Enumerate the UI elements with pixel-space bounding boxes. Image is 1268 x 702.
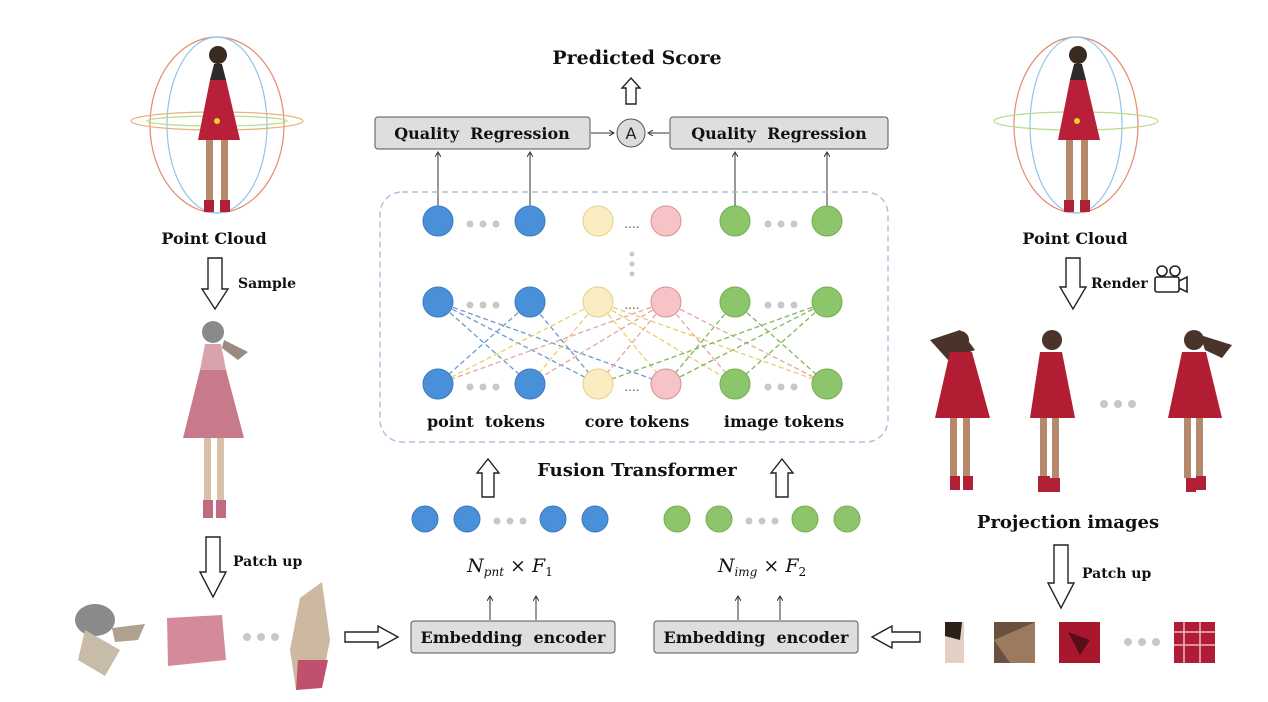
- render-down-arrow: [1058, 257, 1088, 311]
- patch-up-right-down-arrow: [1046, 544, 1076, 610]
- aggregator-symbol: A: [626, 124, 637, 143]
- core-token: [650, 286, 682, 318]
- ellipsis-dot: [790, 220, 798, 228]
- point-tokens-label: point tokens: [427, 412, 545, 431]
- left-embedding-encoder-box: [410, 620, 616, 654]
- image-token: [719, 205, 751, 237]
- core-token: [650, 368, 682, 400]
- ellipsis-dot: [466, 383, 474, 391]
- right-patches-to-encoder-arrow: [870, 624, 921, 650]
- left-into-fusion-arrow: [475, 457, 501, 498]
- sample-label: Sample: [238, 276, 296, 292]
- ellipsis-dot: [479, 383, 487, 391]
- ellipsis-dot: [492, 383, 500, 391]
- token-row-top: [422, 205, 843, 237]
- ellipsis-dot: [790, 383, 798, 391]
- vertical-ellipsis: [629, 251, 635, 277]
- left-patches-to-encoder-arrow: [344, 624, 400, 650]
- left-embedding-encoder-label: Embedding encoder: [421, 628, 607, 647]
- ellipsis-dot: [777, 301, 785, 309]
- core-token: [650, 205, 682, 237]
- point-token: [422, 205, 454, 237]
- ellipsis-dot: [466, 301, 474, 309]
- projection-images: [930, 330, 1232, 492]
- point-token: [422, 368, 454, 400]
- image-tokens-label: image tokens: [724, 412, 844, 431]
- core-token: [582, 368, 614, 400]
- sampled-point-cloud-figure: [183, 321, 248, 518]
- attention-lines: [437, 301, 828, 385]
- core-ellipsis-middle: ....: [624, 298, 639, 312]
- ellipsis-dot: [764, 383, 772, 391]
- ellipsis-dot: [764, 220, 772, 228]
- right-point-cloud-label: Point Cloud: [1022, 229, 1127, 248]
- point-token: [422, 286, 454, 318]
- sample-down-arrow: [200, 257, 230, 311]
- right-patch-up-label: Patch up: [1082, 566, 1151, 582]
- point-patches: [75, 582, 330, 690]
- left-quality-regression-box: [374, 116, 591, 150]
- ellipsis-dot: [492, 220, 500, 228]
- left-quality-regression-label: Quality Regression: [394, 124, 570, 143]
- left-patch-up-label: Patch up: [233, 554, 302, 570]
- image-token: [719, 368, 751, 400]
- projection-image: [1168, 330, 1232, 492]
- ellipsis-dot: [479, 301, 487, 309]
- point-token: [514, 205, 546, 237]
- score-up-arrow: [620, 76, 642, 105]
- ellipsis-dot: [790, 301, 798, 309]
- ellipsis-dot: [479, 220, 487, 228]
- image-token: [811, 368, 843, 400]
- ellipsis-dot: [492, 301, 500, 309]
- fusion-transformer-title: Fusion Transformer: [537, 460, 737, 481]
- patch-up-left-down-arrow: [198, 536, 228, 599]
- right-embedding-encoder-label: Embedding encoder: [664, 628, 850, 647]
- right-quality-regression-label: Quality Regression: [691, 124, 867, 143]
- ellipsis-dot: [764, 301, 772, 309]
- core-tokens-label: core tokens: [585, 412, 690, 431]
- right-point-cloud-figure: [993, 36, 1159, 214]
- projection-image: [1030, 330, 1075, 492]
- point-token: [514, 368, 546, 400]
- core-ellipsis-bottom: ....: [624, 380, 639, 394]
- projection-image: [930, 330, 990, 490]
- ellipsis-dot: [777, 383, 785, 391]
- fusion-transformer-box: [379, 191, 889, 443]
- image-dims-formula: Nimg × F2: [717, 555, 806, 579]
- image-embedding-tokens: [663, 505, 861, 533]
- projection-images-label: Projection images: [977, 512, 1159, 533]
- right-into-fusion-arrow: [769, 457, 795, 498]
- token-row-bottom: [422, 368, 843, 400]
- left-point-cloud-label: Point Cloud: [161, 229, 266, 248]
- image-token: [811, 286, 843, 318]
- left-point-cloud-figure: [130, 36, 304, 214]
- right-embedding-encoder-box: [653, 620, 859, 654]
- camera-icon: [1154, 265, 1188, 294]
- render-label: Render: [1091, 276, 1148, 292]
- point-dims-formula: Npnt × F1: [466, 555, 553, 579]
- predicted-score-title: Predicted Score: [552, 47, 721, 69]
- core-token: [582, 286, 614, 318]
- aggregator-node: [616, 118, 646, 148]
- point-embedding-tokens: [411, 505, 609, 533]
- core-token: [582, 205, 614, 237]
- ellipsis-dot: [777, 220, 785, 228]
- ellipsis-dot: [466, 220, 474, 228]
- core-ellipsis-top: ....: [624, 217, 639, 231]
- image-patches: [945, 622, 1215, 663]
- token-row-middle: [422, 286, 843, 318]
- right-quality-regression-box: [669, 116, 889, 150]
- point-token: [514, 286, 546, 318]
- image-token: [811, 205, 843, 237]
- image-token: [719, 286, 751, 318]
